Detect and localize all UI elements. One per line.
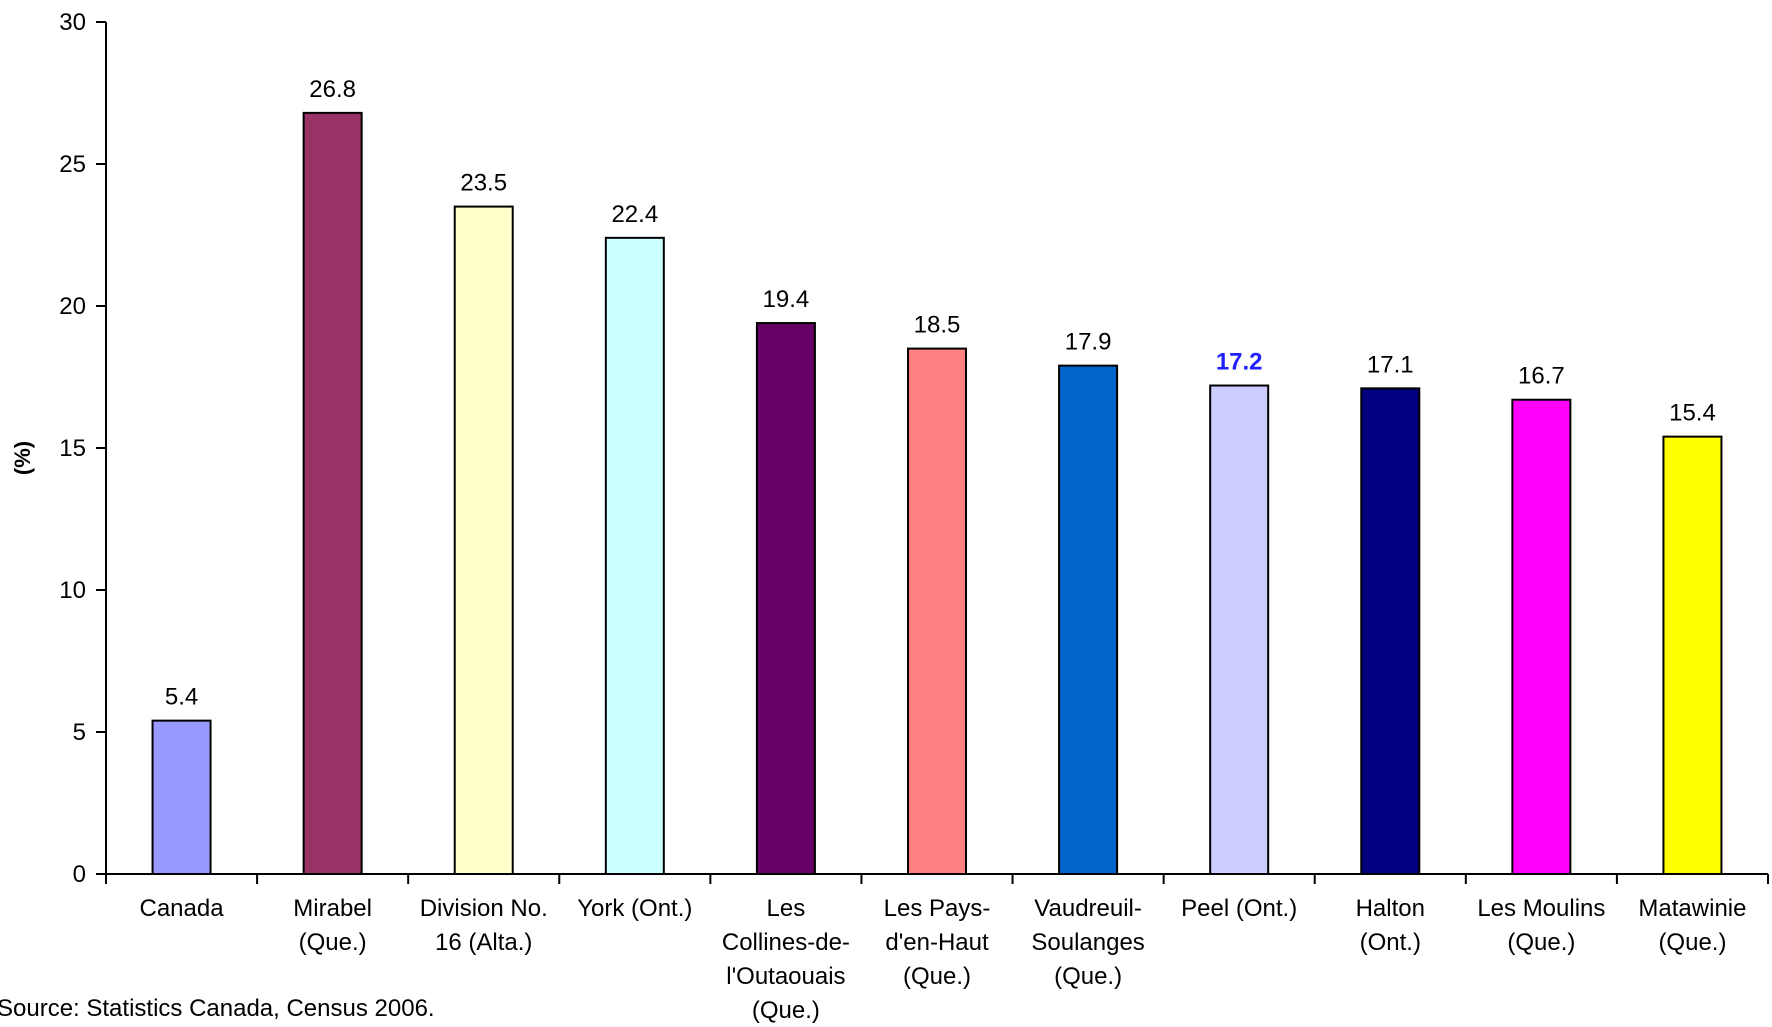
x-tick-label: 16 (Alta.) (435, 929, 532, 956)
x-tick-label: (Que.) (1054, 963, 1122, 990)
x-tick-label: Vaudreuil- (1034, 895, 1142, 922)
y-tick-label: 15 (59, 435, 86, 462)
data-label: 19.4 (763, 286, 810, 313)
x-tick-label: (Ont.) (1360, 929, 1421, 956)
y-tick-label: 0 (73, 861, 86, 888)
x-tick-label: Soulanges (1031, 929, 1144, 956)
data-label: 23.5 (460, 170, 507, 197)
x-tick-label: d'en-Haut (885, 929, 989, 956)
bar (151, 719, 212, 876)
data-label: 18.5 (914, 312, 961, 339)
bar (1662, 435, 1723, 875)
bar (1511, 398, 1572, 875)
x-tick-label: (Que.) (752, 997, 820, 1024)
bar (302, 111, 363, 875)
bar (755, 322, 816, 876)
x-tick-label: (Que.) (299, 929, 367, 956)
y-tick-label: 20 (59, 293, 86, 320)
x-tick-label: Matawinie (1638, 895, 1746, 922)
x-tick-label: (Que.) (903, 963, 971, 990)
data-label: 22.4 (611, 201, 658, 228)
bar (1058, 364, 1119, 875)
data-label: 16.7 (1518, 363, 1565, 390)
data-label: 26.8 (309, 76, 356, 103)
data-label: 17.9 (1065, 329, 1112, 356)
bar (1360, 387, 1421, 875)
x-tick-label: Les Moulins (1477, 895, 1605, 922)
x-tick-label: (Que.) (1658, 929, 1726, 956)
source-note: Source: Statistics Canada, Census 2006. (0, 995, 435, 1022)
x-tick-label: l'Outaouais (726, 963, 845, 990)
x-tick-label: Les Pays- (884, 895, 991, 922)
y-tick-label: 10 (59, 577, 86, 604)
x-tick-label: Peel (Ont.) (1181, 895, 1297, 922)
x-tick-label: Mirabel (293, 895, 372, 922)
bar (453, 205, 514, 876)
x-tick-label: Collines-de- (722, 929, 850, 956)
y-tick-label: 5 (73, 719, 86, 746)
data-label: 17.1 (1367, 351, 1414, 378)
bar (1209, 384, 1270, 875)
data-label: 15.4 (1669, 400, 1716, 427)
x-tick-label: Les (767, 895, 806, 922)
data-label: 17.2 (1216, 349, 1263, 376)
x-tick-label: York (Ont.) (577, 895, 692, 922)
x-tick-label: Division No. (420, 895, 548, 922)
y-tick-label: 25 (59, 151, 86, 178)
y-axis-label: (%) (10, 441, 35, 475)
x-tick-label: Canada (140, 895, 225, 922)
y-tick-label: 30 (59, 9, 86, 36)
bar (907, 347, 967, 876)
x-tick-label: (Que.) (1507, 929, 1575, 956)
x-tick-label: Halton (1356, 895, 1425, 922)
bar (604, 236, 665, 875)
data-label: 5.4 (165, 684, 198, 711)
